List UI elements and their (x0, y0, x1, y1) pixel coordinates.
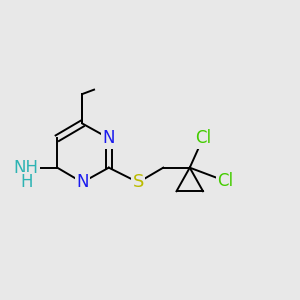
Text: NH: NH (14, 159, 39, 177)
Text: S: S (133, 173, 144, 191)
Text: Cl: Cl (217, 172, 233, 190)
Text: H: H (20, 173, 33, 191)
Text: Cl: Cl (195, 129, 211, 147)
Text: N: N (103, 129, 115, 147)
Text: N: N (76, 173, 88, 191)
